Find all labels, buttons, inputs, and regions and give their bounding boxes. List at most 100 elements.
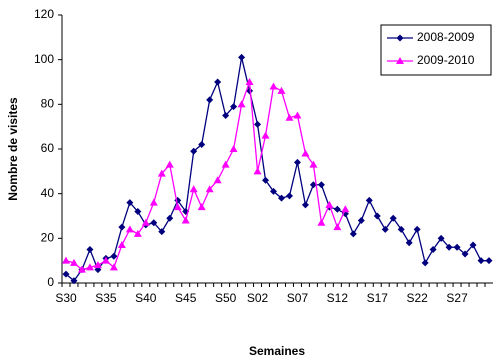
- point: [181, 216, 190, 224]
- point: [413, 225, 421, 233]
- point: [396, 57, 404, 64]
- point: [85, 263, 94, 271]
- point: [221, 160, 230, 168]
- x-tick-label: S35: [95, 291, 117, 305]
- point: [190, 147, 198, 155]
- point: [262, 176, 270, 184]
- point: [69, 258, 78, 266]
- y-tick-label: 120: [34, 7, 54, 21]
- point: [253, 167, 262, 175]
- point: [213, 176, 222, 184]
- point: [189, 185, 198, 193]
- x-tick-label: S45: [175, 291, 197, 305]
- x-tick-label: S50: [215, 291, 237, 305]
- point: [254, 120, 262, 128]
- point: [341, 205, 350, 213]
- point: [365, 196, 373, 204]
- point: [453, 243, 461, 251]
- y-tick-label: 20: [41, 231, 55, 245]
- point: [149, 198, 158, 206]
- point: [469, 241, 477, 249]
- point: [238, 53, 246, 61]
- x-tick-label: S22: [406, 291, 428, 305]
- point: [301, 201, 309, 209]
- point: [198, 141, 206, 149]
- point: [214, 78, 222, 86]
- x-tick-label: S27: [446, 291, 468, 305]
- point: [110, 252, 118, 260]
- point: [349, 230, 357, 238]
- point: [117, 241, 126, 249]
- y-tick-label: 0: [47, 275, 54, 289]
- point: [389, 214, 397, 222]
- point: [206, 96, 214, 104]
- point: [485, 257, 493, 265]
- point: [229, 145, 238, 152]
- point: [150, 219, 158, 227]
- point: [309, 181, 317, 189]
- point: [373, 212, 381, 220]
- point: [157, 169, 166, 177]
- point: [237, 100, 246, 108]
- point: [270, 187, 278, 195]
- x-tick-label: S40: [135, 291, 157, 305]
- point: [301, 149, 310, 157]
- point: [421, 259, 429, 267]
- point: [70, 277, 78, 285]
- x-tick-label: S12: [327, 291, 349, 305]
- point: [125, 225, 134, 233]
- point: [405, 239, 413, 247]
- point: [134, 208, 142, 216]
- point: [333, 223, 342, 231]
- point: [429, 246, 437, 253]
- legend-label: 2009-2010: [417, 53, 475, 67]
- point: [197, 203, 206, 211]
- point: [245, 78, 254, 85]
- point: [158, 228, 166, 236]
- point: [205, 185, 214, 193]
- x-tick-label: S17: [367, 291, 389, 305]
- point: [333, 205, 341, 213]
- x-tick-label: S30: [55, 291, 77, 305]
- point: [101, 256, 110, 264]
- series-line: [65, 81, 346, 271]
- y-tick-label: 80: [41, 97, 55, 111]
- point: [133, 229, 142, 237]
- legend-box: [380, 24, 492, 76]
- point: [141, 218, 150, 226]
- point: [166, 214, 174, 222]
- point: [293, 111, 302, 119]
- point: [461, 250, 469, 258]
- series-line: [65, 57, 489, 282]
- point: [93, 261, 102, 269]
- point: [397, 225, 405, 233]
- point: [277, 194, 285, 202]
- point: [445, 243, 453, 251]
- point: [165, 160, 174, 168]
- point: [317, 218, 326, 226]
- point: [357, 216, 365, 224]
- x-axis-title: Semaines: [249, 344, 305, 358]
- point: [126, 199, 134, 207]
- point: [285, 192, 293, 200]
- point: [173, 203, 182, 211]
- point: [285, 113, 294, 121]
- point: [309, 160, 318, 168]
- legend-label: 2008-2009: [417, 30, 475, 44]
- y-tick-label: 40: [41, 186, 55, 200]
- point: [118, 223, 126, 231]
- point: [222, 112, 230, 119]
- point: [261, 131, 270, 139]
- point: [277, 86, 286, 94]
- point: [325, 200, 334, 208]
- point: [246, 87, 254, 95]
- point: [230, 103, 238, 111]
- point: [62, 256, 70, 264]
- point: [109, 263, 118, 271]
- x-tick-label: S07: [287, 291, 309, 305]
- point: [293, 158, 301, 166]
- point: [381, 225, 389, 233]
- point: [77, 265, 86, 273]
- point: [269, 82, 278, 90]
- point: [86, 246, 94, 253]
